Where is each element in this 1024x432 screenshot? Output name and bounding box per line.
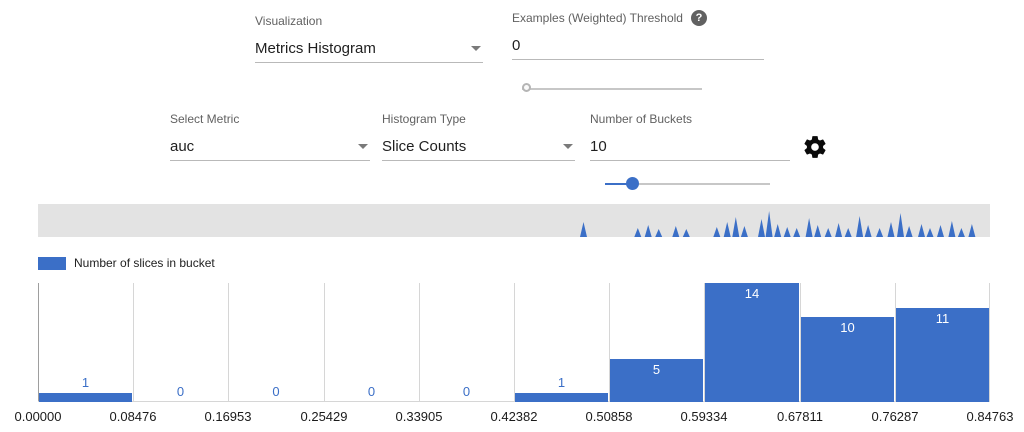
threshold-slider[interactable]: [522, 82, 702, 95]
chevron-down-icon: [471, 46, 481, 51]
histogram-type-dropdown[interactable]: Slice Counts: [382, 132, 575, 161]
select-metric-value: auc: [170, 138, 195, 155]
gridline: [228, 283, 229, 402]
gridline: [38, 283, 39, 402]
x-tick-label: 0.67811: [776, 409, 824, 424]
bar-value-label: 14: [744, 286, 760, 301]
num-buckets-slider-track[interactable]: [605, 183, 770, 185]
x-tick-label: 0.25429: [300, 409, 348, 424]
gridline: [895, 283, 896, 402]
histogram-type-field: Histogram Type Slice Counts: [382, 112, 575, 161]
gridline: [609, 283, 610, 402]
threshold-slider-thumb[interactable]: [522, 83, 531, 92]
num-buckets-slider-active-track: [605, 183, 632, 185]
x-tick-label: 0.33905: [395, 409, 443, 424]
x-tick-label: 0.08476: [109, 409, 157, 424]
gridline: [989, 283, 990, 402]
num-buckets-input[interactable]: [590, 132, 790, 161]
gridline: [800, 283, 801, 402]
histogram-bar[interactable]: [801, 317, 894, 402]
x-tick-label: 0.50858: [585, 409, 633, 424]
threshold-input[interactable]: [512, 31, 764, 60]
gridline: [133, 283, 134, 402]
chevron-down-icon: [563, 144, 573, 149]
bar-value-label: 1: [557, 375, 566, 390]
settings-gear-icon[interactable]: [802, 134, 828, 160]
visualization-label: Visualization: [255, 14, 323, 28]
threshold-field: Examples (Weighted) Threshold ?: [512, 10, 764, 60]
gridline: [704, 283, 705, 402]
num-buckets-field: Number of Buckets: [590, 112, 790, 161]
num-buckets-slider[interactable]: [605, 177, 770, 190]
visualization-field: Visualization Metrics Histogram: [255, 14, 483, 63]
num-buckets-slider-thumb[interactable]: [626, 177, 639, 190]
bar-value-label: 0: [367, 384, 376, 399]
select-metric-field: Select Metric auc: [170, 112, 370, 161]
bar-value-label: 0: [462, 384, 471, 399]
overview-spikes: [580, 211, 976, 237]
histogram-bar[interactable]: [610, 359, 703, 402]
select-metric-dropdown[interactable]: auc: [170, 132, 370, 161]
bar-value-label: 1: [81, 375, 90, 390]
x-tick-label: 0.84763: [966, 409, 1014, 424]
x-tick-label: 0.76287: [871, 409, 919, 424]
select-metric-label: Select Metric: [170, 112, 240, 126]
threshold-slider-track[interactable]: [522, 88, 702, 90]
threshold-label: Examples (Weighted) Threshold: [512, 10, 683, 25]
bar-value-label: 0: [272, 384, 280, 399]
chevron-down-icon: [358, 144, 368, 149]
gridline: [419, 283, 420, 402]
help-icon[interactable]: ?: [690, 10, 707, 26]
bar-value-label: 10: [840, 320, 855, 335]
gridline: [324, 283, 325, 402]
legend-label: Number of slices in bucket: [74, 256, 215, 270]
histogram-bar[interactable]: [515, 393, 608, 402]
overview-strip[interactable]: [38, 204, 990, 237]
bar-value-label: 0: [176, 384, 185, 399]
visualization-dropdown[interactable]: Metrics Histogram: [255, 34, 483, 63]
histogram-type-label: Histogram Type: [382, 112, 466, 126]
x-tick-label: 0.42382: [490, 409, 538, 424]
x-axis-ticks: 0.00000 0.08476 0.16953 0.25429 0.33905 0.423…: [15, 409, 1014, 425]
histogram-bar[interactable]: [705, 283, 799, 402]
histogram-type-value: Slice Counts: [382, 138, 467, 155]
x-tick-label: 0.16953: [204, 409, 252, 424]
gridline: [514, 283, 515, 402]
visualization-value: Metrics Histogram: [255, 40, 376, 57]
histogram-plot: 1 0 0 0 0 1 5 14 10 11: [38, 283, 990, 402]
chart-legend: Number of slices in bucket: [38, 256, 215, 270]
num-buckets-label: Number of Buckets: [590, 112, 693, 126]
bar-value-label: 11: [935, 311, 950, 326]
histogram-bar[interactable]: [39, 393, 132, 402]
x-tick-label: 0.59334: [680, 409, 728, 424]
x-axis-line: [38, 401, 990, 402]
legend-swatch: [38, 256, 66, 270]
bar-value-label: 5: [652, 362, 661, 377]
histogram-bar[interactable]: [896, 308, 989, 402]
x-tick-label: 0.00000: [14, 409, 62, 424]
